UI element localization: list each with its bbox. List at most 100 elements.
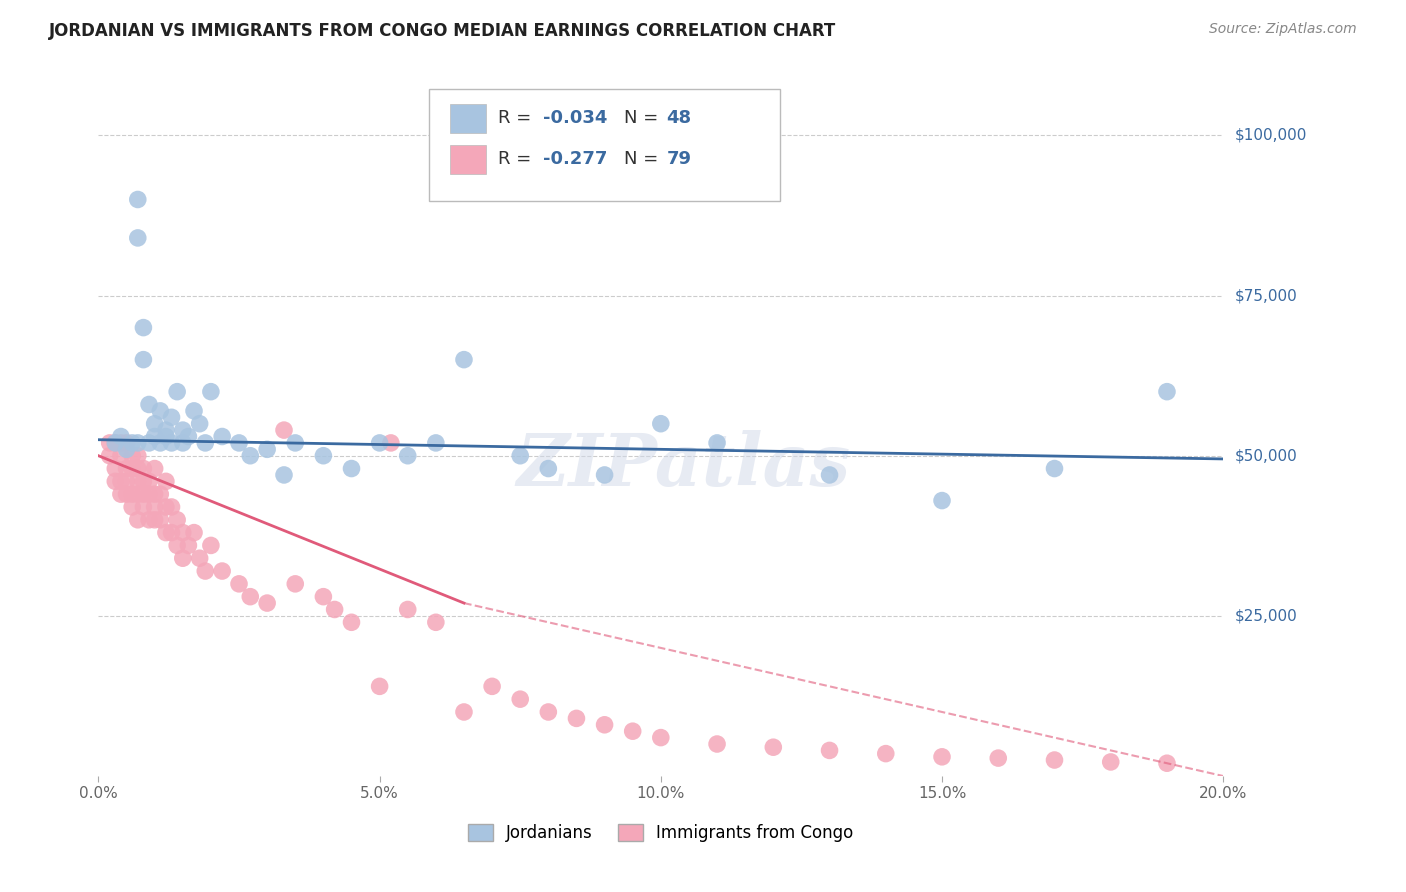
Point [312, 449, 335, 463]
Point [188, 417, 211, 431]
Point [177, 538, 200, 552]
Point [121, 487, 143, 501]
Point [650, 417, 672, 431]
Point [172, 525, 194, 540]
Point [537, 705, 560, 719]
Point [127, 475, 149, 489]
Point [110, 436, 132, 450]
Point [121, 436, 143, 450]
Point [143, 417, 166, 431]
Point [160, 436, 183, 450]
Point [396, 602, 419, 616]
Point [1043, 753, 1066, 767]
Point [425, 436, 447, 450]
Point [931, 749, 953, 764]
Text: ZIPatlas: ZIPatlas [516, 431, 851, 501]
Point [200, 384, 222, 399]
Point [273, 423, 295, 437]
Text: 48: 48 [666, 109, 692, 127]
Text: $25,000: $25,000 [1234, 608, 1298, 624]
Text: N =: N = [624, 109, 664, 127]
Point [239, 590, 262, 604]
Point [127, 193, 149, 207]
Point [1156, 756, 1178, 771]
Point [160, 410, 183, 425]
Point [127, 436, 149, 450]
Point [127, 487, 149, 501]
Point [138, 397, 160, 411]
Point [284, 436, 307, 450]
Point [121, 500, 143, 514]
Point [127, 513, 149, 527]
Point [115, 487, 138, 501]
Point [115, 442, 138, 457]
Point [149, 513, 172, 527]
Point [132, 475, 155, 489]
Point [166, 538, 188, 552]
Point [127, 231, 149, 245]
Point [127, 449, 149, 463]
Point [228, 436, 250, 450]
Point [104, 475, 127, 489]
Point [194, 436, 217, 450]
Point [875, 747, 897, 761]
Text: -0.034: -0.034 [543, 109, 607, 127]
Point [284, 577, 307, 591]
Text: $75,000: $75,000 [1234, 288, 1298, 303]
Point [340, 461, 363, 475]
Point [155, 525, 177, 540]
Point [143, 429, 166, 443]
Point [1099, 755, 1122, 769]
Point [323, 602, 346, 616]
Point [132, 320, 155, 334]
Point [396, 449, 419, 463]
Point [273, 467, 295, 482]
Point [155, 500, 177, 514]
Point [110, 475, 132, 489]
Point [132, 461, 155, 475]
Point [425, 615, 447, 630]
Point [104, 461, 127, 475]
Point [115, 461, 138, 475]
Point [183, 404, 205, 418]
Point [121, 449, 143, 463]
Point [143, 461, 166, 475]
Text: $50,000: $50,000 [1234, 449, 1298, 463]
Point [172, 423, 194, 437]
Text: JORDANIAN VS IMMIGRANTS FROM CONGO MEDIAN EARNINGS CORRELATION CHART: JORDANIAN VS IMMIGRANTS FROM CONGO MEDIA… [49, 22, 837, 40]
Point [1043, 461, 1066, 475]
Point [110, 429, 132, 443]
Point [312, 590, 335, 604]
Point [155, 423, 177, 437]
Point [143, 513, 166, 527]
Point [177, 429, 200, 443]
Point [509, 449, 531, 463]
Point [115, 475, 138, 489]
Point [166, 513, 188, 527]
Point [931, 493, 953, 508]
Point [621, 724, 644, 739]
Point [98, 449, 121, 463]
Point [380, 436, 402, 450]
Text: R =: R = [498, 150, 537, 168]
Point [593, 467, 616, 482]
Point [172, 436, 194, 450]
Point [368, 679, 391, 693]
Point [149, 404, 172, 418]
Point [110, 487, 132, 501]
Point [143, 487, 166, 501]
Point [104, 436, 127, 450]
Point [706, 737, 728, 751]
Point [155, 429, 177, 443]
Point [818, 743, 841, 757]
Point [166, 384, 188, 399]
Point [256, 442, 278, 457]
Point [987, 751, 1010, 765]
Point [818, 467, 841, 482]
Point [127, 461, 149, 475]
Point [565, 711, 588, 725]
Point [593, 718, 616, 732]
Point [368, 436, 391, 450]
Point [132, 500, 155, 514]
Point [172, 551, 194, 566]
